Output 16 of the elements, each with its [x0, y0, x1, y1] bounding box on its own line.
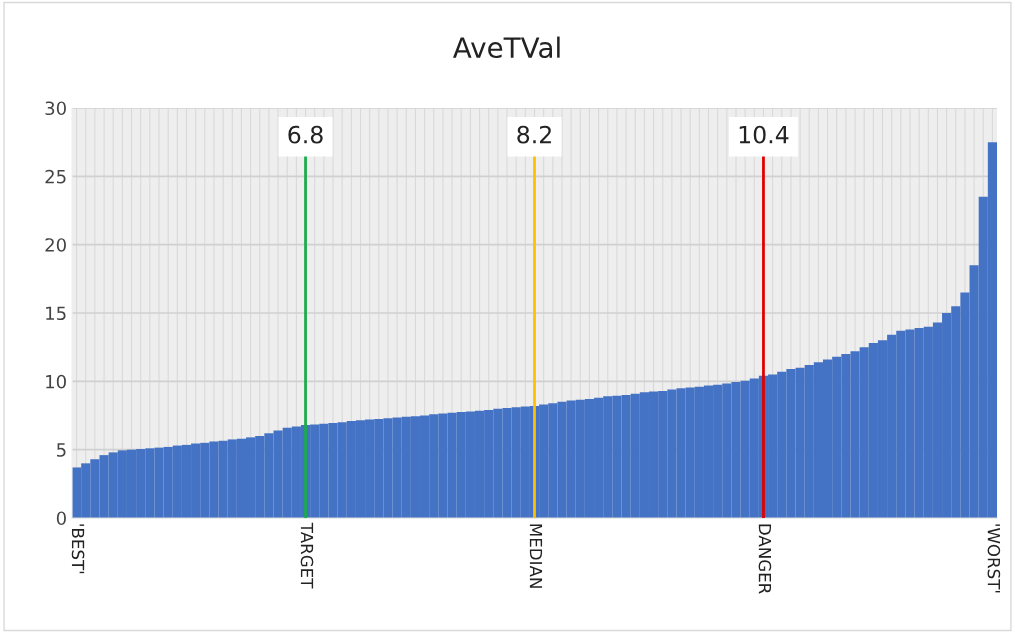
y-tick-label: 0 [56, 511, 66, 526]
chart-title: AveTVal [452, 36, 560, 59]
x-tick-label: MEDIAN [529, 524, 543, 588]
y-tick-label: 15 [46, 306, 66, 321]
x-tick-label: 'BEST' [71, 524, 85, 574]
y-tick-label: 5 [57, 443, 66, 457]
ref-line-label: 10.4 [739, 125, 789, 144]
y-tick-label: 25 [45, 169, 66, 184]
x-tick-label: DANGER [758, 524, 772, 594]
ref-line-label: 6.8 [288, 125, 323, 144]
x-tick-label: 'WORST' [987, 524, 1001, 593]
ref-line-label: 8.2 [517, 125, 551, 144]
y-tick-label: 10 [46, 374, 66, 389]
x-tick-label: TARGET [300, 522, 314, 589]
y-tick-label: 20 [45, 238, 66, 252]
y-tick-label: 30 [45, 101, 66, 116]
